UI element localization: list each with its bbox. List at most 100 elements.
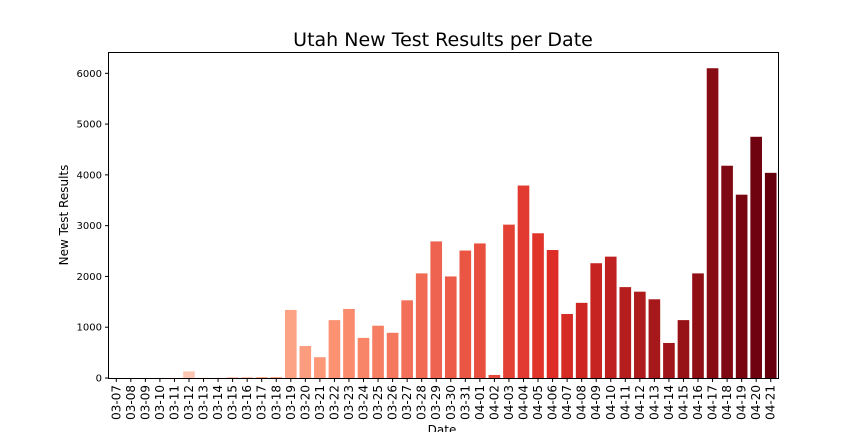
x-tick-label: 04-05	[531, 385, 545, 420]
x-tick-label: 03-20	[298, 385, 312, 420]
bar-03-24	[357, 337, 370, 378]
x-tick-label: 03-22	[327, 385, 341, 420]
y-tick-label: 1000	[77, 323, 102, 334]
x-tick-label: 03-12	[182, 385, 196, 420]
x-tick-label: 04-06	[546, 385, 560, 420]
bar-04-19	[735, 194, 748, 378]
bar-04-04	[517, 185, 530, 378]
x-tick-label: 03-27	[400, 385, 414, 420]
x-tick-label: 04-18	[720, 385, 734, 420]
x-tick-label: 03-15	[226, 385, 240, 420]
x-tick-label: 03-07	[109, 385, 123, 420]
bar-04-02	[488, 374, 501, 378]
bar-04-16	[692, 273, 704, 378]
bar-03-23	[343, 308, 355, 378]
bar-03-30	[444, 276, 457, 378]
x-tick-label: 03-29	[429, 385, 443, 420]
bar-03-15	[226, 377, 239, 378]
x-tick-label: 03-28	[415, 385, 429, 420]
x-tick-label: 04-11	[618, 385, 632, 420]
x-tick-label: 04-03	[502, 385, 516, 420]
bar-03-17	[255, 376, 268, 378]
x-tick-label: 03-14	[211, 385, 225, 420]
x-tick-label: 03-25	[371, 385, 385, 420]
x-tick-label: 04-08	[575, 385, 589, 420]
x-tick-label: 03-16	[240, 385, 254, 420]
x-tick-label: 04-14	[662, 385, 676, 420]
bar-03-25	[372, 325, 384, 378]
bar-03-22	[328, 320, 341, 378]
bar-04-08	[575, 302, 588, 378]
x-axis: 03-07 03-08 03-09 03-10 03-11 03-12 03-13 03-14…	[109, 378, 778, 420]
bar-03-12	[183, 371, 195, 378]
bar-03-18	[270, 376, 283, 378]
x-tick-label: 03-23	[342, 385, 356, 420]
bar-04-01	[474, 243, 486, 378]
x-tick-label: 04-20	[749, 385, 763, 420]
x-tick-label: 04-04	[516, 385, 530, 420]
y-tick-label: 6000	[77, 69, 102, 80]
y-axis-label: New Test Results	[57, 165, 71, 266]
bar-04-09	[590, 263, 603, 378]
bar-03-16	[241, 377, 253, 378]
x-tick-label: 04-12	[633, 385, 647, 420]
bar-03-20	[299, 346, 312, 378]
bar-04-20	[750, 136, 762, 378]
bar-04-12	[634, 291, 646, 378]
x-tick-label: 04-10	[604, 385, 618, 420]
x-tick-label: 03-08	[124, 385, 138, 420]
chart-title: Utah New Test Results per Date	[293, 29, 593, 51]
x-tick-label: 04-21	[764, 385, 778, 420]
bar-03-28	[415, 273, 428, 378]
bars-group	[110, 68, 777, 378]
bar-04-17	[706, 68, 719, 378]
x-tick-label: 03-19	[284, 385, 298, 420]
x-tick-label: 03-30	[444, 385, 458, 420]
x-tick-label: 03-18	[269, 385, 283, 420]
bar-04-11	[619, 287, 632, 378]
bar-03-26	[386, 332, 399, 378]
y-tick-label: 4000	[77, 170, 102, 181]
y-axis: 0 1000 2000 3000 4000 5000 6000	[77, 69, 109, 385]
bar-04-07	[561, 314, 573, 378]
x-tick-label: 03-26	[386, 385, 400, 420]
plot-frame	[108, 52, 779, 379]
x-tick-label: 03-10	[153, 385, 167, 420]
bar-04-21	[764, 172, 777, 378]
x-tick-label: 04-09	[589, 385, 603, 420]
bar-04-14	[663, 342, 675, 378]
x-tick-label: 03-11	[167, 385, 181, 420]
x-tick-label: 03-09	[138, 385, 152, 420]
y-tick-label: 2000	[77, 272, 102, 283]
x-tick-label: 04-17	[706, 385, 720, 420]
x-tick-label: 04-15	[676, 385, 690, 420]
x-tick-label: 04-07	[560, 385, 574, 420]
bar-03-19	[284, 309, 297, 378]
x-tick-label: 03-17	[255, 385, 269, 420]
x-tick-label: 03-13	[197, 385, 211, 420]
bar-04-10	[604, 256, 617, 378]
bar-04-03	[503, 224, 515, 378]
bar-04-13	[648, 299, 661, 378]
x-tick-label: 03-24	[357, 385, 371, 420]
x-tick-label: 04-02	[487, 385, 501, 420]
bar-03-29	[430, 241, 443, 378]
bar-04-06	[546, 250, 559, 378]
x-tick-label: 04-01	[473, 385, 487, 420]
y-tick-label: 5000	[77, 120, 102, 131]
x-axis-label: Date	[428, 423, 457, 432]
x-tick-label: 04-19	[735, 385, 749, 420]
x-tick-label: 04-16	[691, 385, 705, 420]
x-tick-label: 03-31	[458, 385, 472, 420]
x-tick-label: 04-13	[647, 385, 661, 420]
y-tick-label: 3000	[77, 221, 102, 232]
bar-03-31	[459, 250, 472, 378]
bar-04-15	[677, 320, 690, 378]
bar-04-05	[532, 233, 544, 378]
x-tick-label: 03-21	[313, 385, 327, 420]
y-tick-label: 0	[96, 374, 102, 385]
bar-04-18	[721, 165, 733, 378]
bar-03-21	[314, 357, 326, 378]
bar-03-27	[401, 300, 413, 378]
